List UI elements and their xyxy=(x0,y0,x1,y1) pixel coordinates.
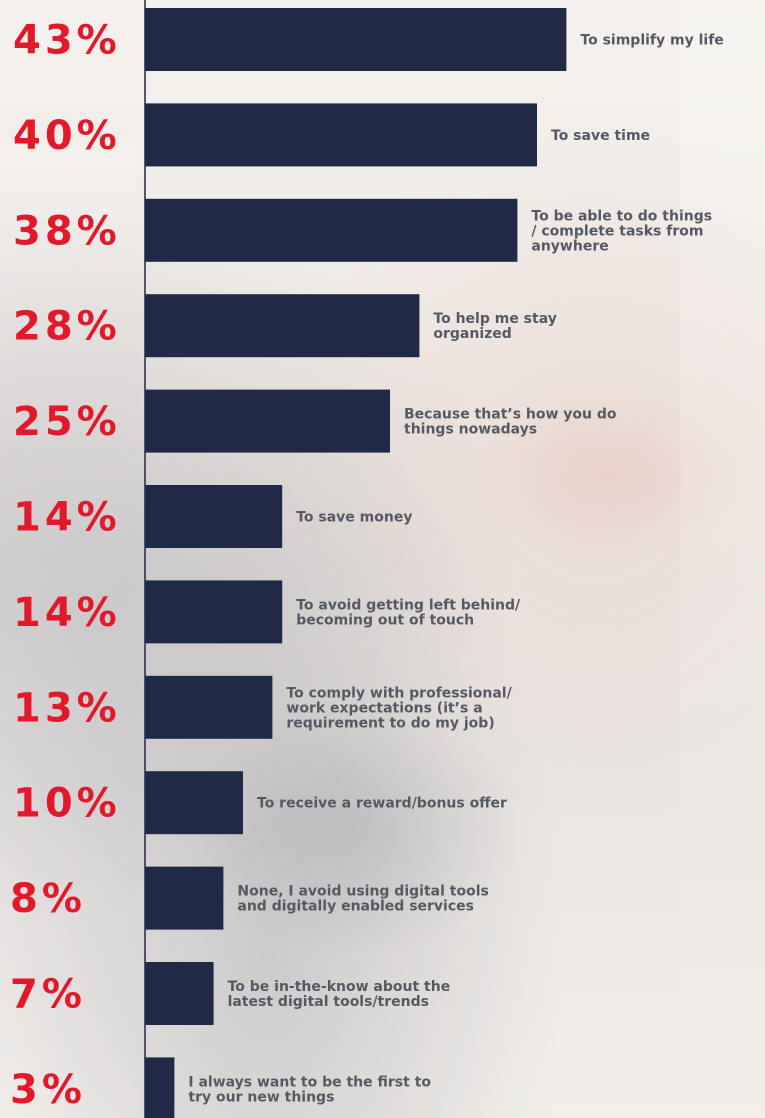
category-label-line: requirement to do my job) xyxy=(286,715,494,731)
category-label-2: To save time xyxy=(551,128,650,144)
value-label-10: 8% xyxy=(10,876,86,922)
category-label-line: To be in-the-know about the xyxy=(228,979,451,995)
bar-7 xyxy=(145,580,283,644)
category-label-line: / complete tasks from xyxy=(531,223,703,239)
category-label-line: latest digital tools/trends xyxy=(228,994,429,1010)
bar-5 xyxy=(145,389,390,453)
category-label-8: To comply with professional/work expecta… xyxy=(286,685,512,731)
value-label-3: 38% xyxy=(13,208,121,254)
category-label-line: I always want to be the first to xyxy=(188,1074,431,1090)
category-label-line: To be able to do things xyxy=(531,208,712,224)
category-label-line: To help me stay xyxy=(433,311,556,327)
category-label-line: To save time xyxy=(551,128,650,144)
category-label-line: things nowadays xyxy=(404,422,537,438)
bar-6 xyxy=(145,485,283,548)
category-label-line: anywhere xyxy=(531,238,608,254)
value-label-5: 25% xyxy=(13,399,121,445)
value-label-1: 43% xyxy=(13,18,121,64)
category-label-line: To simplify my life xyxy=(580,33,723,49)
category-label-line: work expectations (it’s a xyxy=(286,700,482,716)
category-label-5: Because that’s how you do things nowadays xyxy=(404,407,617,438)
bar-4 xyxy=(145,294,420,358)
category-label-line: To avoid getting left behind/ xyxy=(296,597,521,613)
bar-2 xyxy=(145,103,537,167)
bar-12 xyxy=(145,1057,175,1118)
category-label-9: To receive a reward/bonus offer xyxy=(257,796,507,812)
value-label-7: 14% xyxy=(13,590,121,636)
category-label-10: None, I avoid using digital tools and dig… xyxy=(237,884,488,915)
category-label-6: To save money xyxy=(296,510,412,526)
bar-10 xyxy=(145,866,224,930)
value-label-12: 3% xyxy=(10,1067,86,1113)
category-label-line: becoming out of touch xyxy=(296,612,474,628)
value-label-4: 28% xyxy=(13,304,121,350)
value-label-2: 40% xyxy=(13,113,121,159)
value-label-11: 7% xyxy=(10,972,86,1018)
category-label-line: To save money xyxy=(296,510,412,526)
category-label-line: To receive a reward/bonus offer xyxy=(257,796,507,812)
bars-group: 43% To simplify my life 40% To save time 38%… xyxy=(10,8,724,1118)
bar-9 xyxy=(145,771,243,835)
value-label-6: 14% xyxy=(13,495,121,541)
category-label-line: To comply with professional/ xyxy=(286,685,512,701)
bar-3 xyxy=(145,198,518,262)
category-label-4: To help me stay organized xyxy=(433,311,556,342)
category-label-12: I always want to be the first to try our … xyxy=(188,1074,431,1105)
category-label-line: organized xyxy=(433,326,511,342)
category-label-line: Because that’s how you do xyxy=(404,407,617,423)
value-label-8: 13% xyxy=(13,685,121,731)
category-label-line: None, I avoid using digital tools xyxy=(237,884,488,900)
category-label-1: To simplify my life xyxy=(580,33,723,49)
bar-1 xyxy=(145,8,567,71)
bar-11 xyxy=(145,962,214,1025)
category-label-line: and digitally enabled services xyxy=(237,899,474,915)
bar-8 xyxy=(145,675,273,739)
category-label-line: try our new things xyxy=(188,1089,334,1105)
category-label-3: To be able to do things / complete tasks … xyxy=(531,208,712,254)
category-label-11: To be in-the-know about the latest digita… xyxy=(228,979,451,1010)
category-label-7: To avoid getting left behind/becoming ou… xyxy=(296,597,521,628)
value-label-9: 10% xyxy=(13,781,121,827)
